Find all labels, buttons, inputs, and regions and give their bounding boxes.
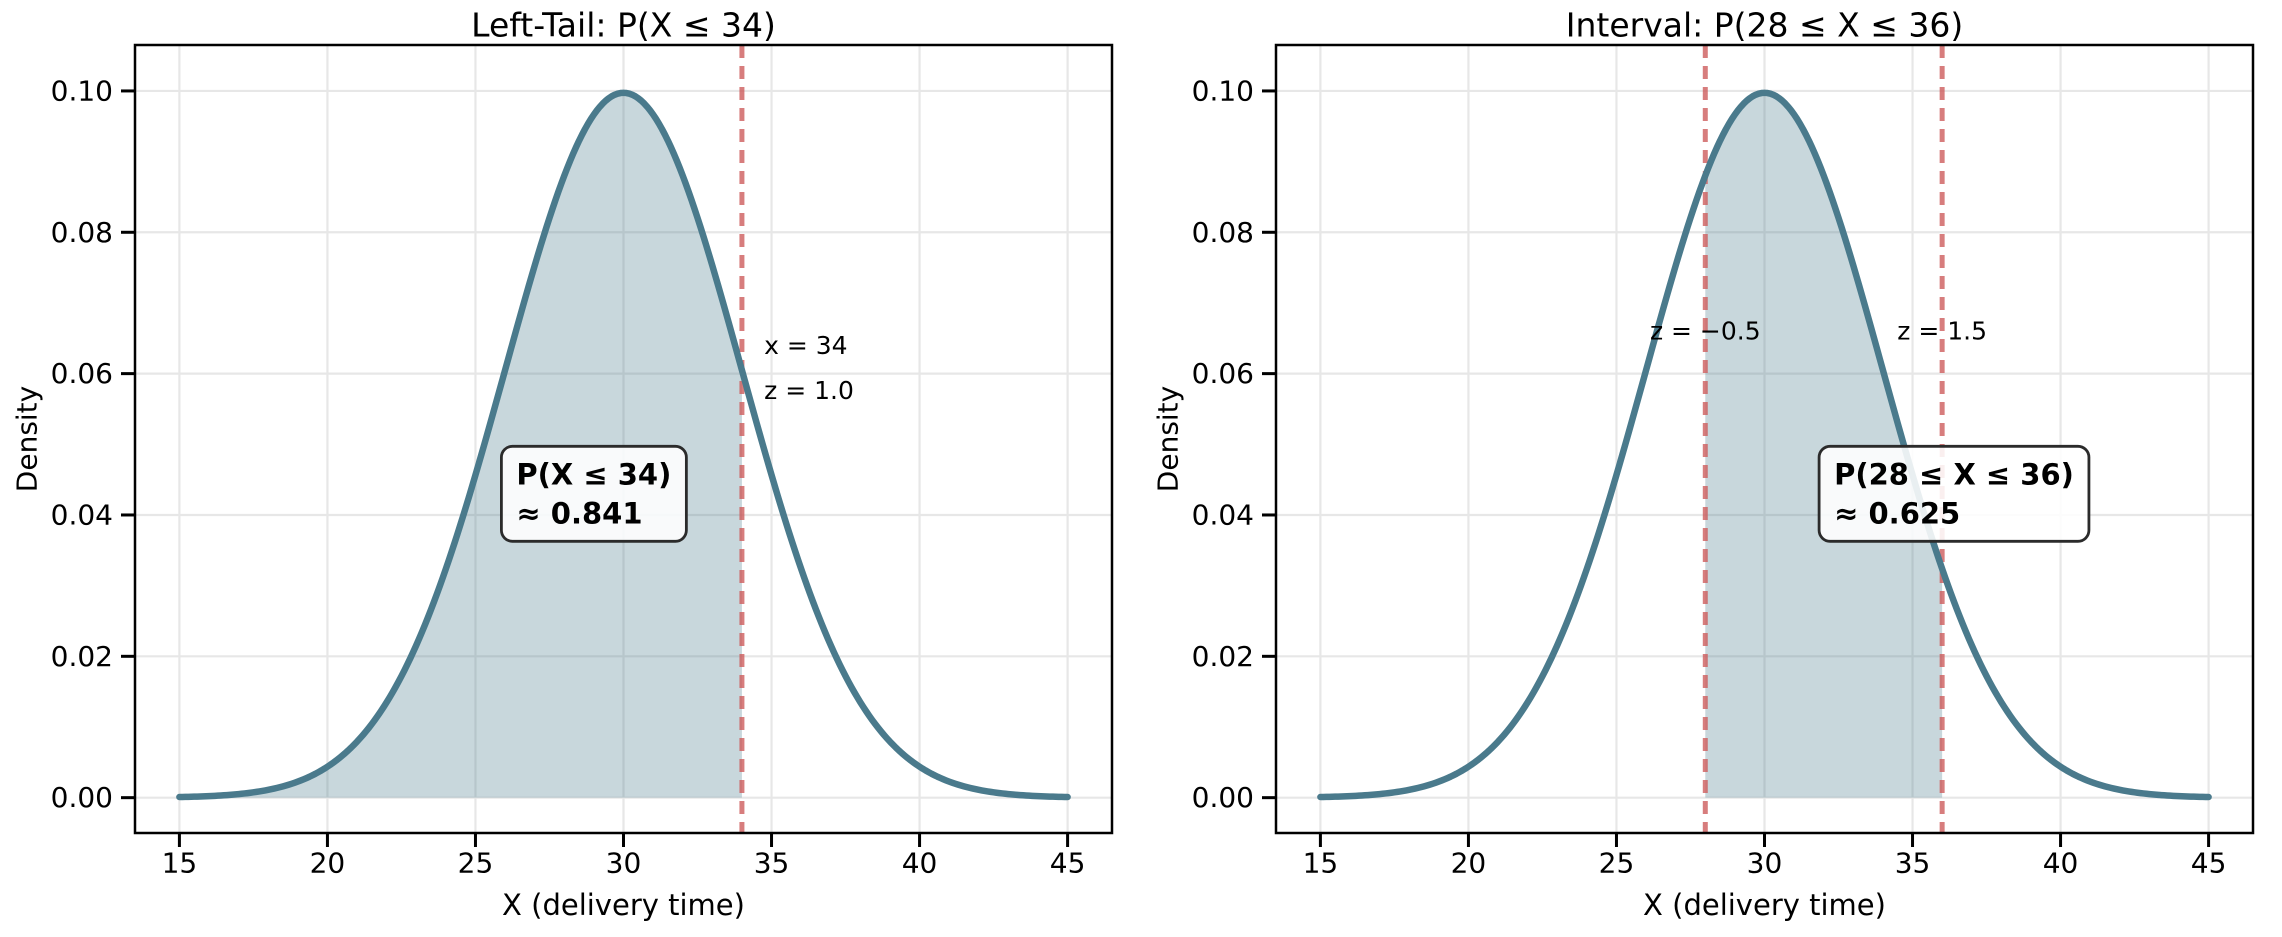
x-tick-label: 15 (1303, 847, 1339, 880)
x-tick-label: 35 (754, 847, 790, 880)
x-axis-label: X (delivery time) (502, 888, 745, 922)
y-tick-label: 0.06 (51, 357, 113, 390)
x-tick-label: 45 (1050, 847, 1086, 880)
y-axis-ticks: 0.00 0.02 0.04 0.06 0.08 0.10 (51, 74, 135, 814)
x-tick-label: 30 (606, 847, 642, 880)
x-tick-label: 40 (2043, 847, 2079, 880)
interval-chart: 15 20 25 30 35 40 45 0.00 0.02 0.04 0.06 0.08 0.10 In… (1152, 6, 2255, 922)
y-tick-label: 0.00 (1192, 781, 1254, 814)
y-tick-label: 0.08 (51, 216, 113, 249)
x-tick-label: 25 (458, 847, 494, 880)
probability-box-line: ≈ 0.625 (1834, 496, 1960, 530)
x-tick-label: 45 (2191, 847, 2227, 880)
x-tick-label: 20 (1451, 847, 1487, 880)
y-tick-label: 0.06 (1192, 357, 1254, 390)
y-tick-label: 0.04 (1192, 498, 1254, 531)
y-tick-label: 0.04 (51, 498, 113, 531)
y-axis-label: Density (1152, 386, 1185, 492)
x-tick-label: 40 (902, 847, 938, 880)
y-axis-ticks: 0.00 0.02 0.04 0.06 0.08 0.10 (1192, 74, 1276, 814)
y-tick-label: 0.02 (51, 640, 113, 673)
x-tick-label: 25 (1599, 847, 1635, 880)
chart-title: Left-Tail: P(X ≤ 34) (471, 6, 776, 45)
annotation-line: x = 34 (764, 331, 847, 360)
x-tick-label: 35 (1895, 847, 1931, 880)
probability-box-line: ≈ 0.841 (516, 496, 642, 530)
annotation: z = −0.5 (1650, 317, 1761, 346)
probability-box-frame (1817, 444, 2091, 543)
chart-title: Interval: P(28 ≤ X ≤ 36) (1566, 6, 1963, 45)
annotation-line: z = 1.0 (764, 376, 854, 405)
shaded-area (179, 92, 742, 798)
x-axis-label: X (delivery time) (1643, 888, 1886, 922)
probability-box: P(X ≤ 34) ≈ 0.841 (500, 444, 688, 543)
subplot-interval: 15 20 25 30 35 40 45 0.00 0.02 0.04 0.06 0.08 0.10 In… (1141, 0, 2282, 937)
y-axis-label: Density (11, 386, 44, 492)
density-curve (176, 89, 1071, 801)
annotation: x = 34 z = 1.0 (764, 331, 854, 405)
probability-box-line: P(28 ≤ X ≤ 36) (1834, 457, 2074, 491)
y-tick-label: 0.10 (51, 74, 113, 107)
annotation-line: z = −0.5 (1650, 317, 1761, 346)
x-axis-ticks: 15 20 25 30 35 40 45 (162, 833, 1086, 880)
shaded-area (1705, 92, 1943, 798)
density-curve (1317, 89, 2212, 801)
y-tick-label: 0.00 (51, 781, 113, 814)
y-tick-label: 0.02 (1192, 640, 1254, 673)
annotation: z = 1.5 (1897, 317, 1987, 346)
left-tail-chart: 15 20 25 30 35 40 45 0.00 0.02 0.04 0.06 0.08 0.10 Le… (11, 6, 1114, 922)
x-tick-label: 20 (310, 847, 346, 880)
y-tick-label: 0.10 (1192, 74, 1254, 107)
x-tick-label: 15 (162, 847, 198, 880)
probability-box-line: P(X ≤ 34) (516, 457, 671, 491)
probability-box-frame (500, 444, 688, 543)
x-axis-ticks: 15 20 25 30 35 40 45 (1303, 833, 2227, 880)
subplot-left-tail: 15 20 25 30 35 40 45 0.00 0.02 0.04 0.06 0.08 0.10 Le… (11, 6, 1114, 922)
y-tick-label: 0.08 (1192, 216, 1254, 249)
x-tick-label: 30 (1747, 847, 1783, 880)
annotation-line: z = 1.5 (1897, 317, 1987, 346)
probability-box: P(28 ≤ X ≤ 36) ≈ 0.625 (1817, 444, 2091, 543)
